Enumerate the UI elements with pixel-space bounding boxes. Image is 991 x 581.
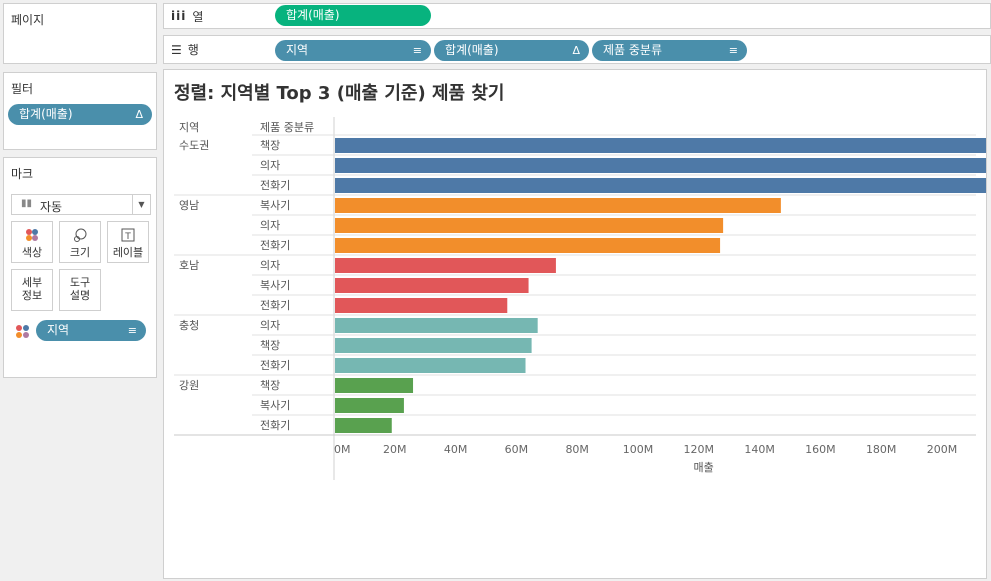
bar [335,318,538,333]
product-label: 의자 [260,259,280,272]
label-button[interactable]: T 레이블 [107,221,149,263]
size-icon [60,227,100,243]
rows-shelf-label: ☰ 행 [171,42,199,58]
bar [335,398,404,413]
color-palette-icon [12,227,52,243]
product-label: 책장 [260,379,280,392]
columns-shelf[interactable]: iii 열 합계(매출) [163,3,991,29]
color-button[interactable]: 색상 [11,221,53,263]
bar [335,238,721,253]
chevron-down-icon[interactable]: ▼ [132,195,150,214]
sort-ascending-icon: ≡ [412,44,422,57]
x-tick-label: 100M [623,443,654,456]
product-label: 전화기 [260,359,290,372]
bar [335,358,526,373]
product-label: 의자 [260,219,280,232]
region-label: 호남 [179,259,199,272]
x-tick-label: 120M [684,443,715,456]
x-axis-title: 매출 [693,461,713,474]
row-header-product: 제품 중분류 [260,121,314,134]
product-label: 의자 [260,319,280,332]
bar [335,158,986,173]
product-label: 전화기 [260,239,290,252]
region-label: 강원 [179,379,199,392]
x-tick-label: 200M [927,443,958,456]
pages-shelf[interactable]: 페이지 [3,3,157,64]
product-label: 책장 [260,139,280,152]
product-label: 복사기 [260,199,290,212]
svg-text:T: T [124,232,131,242]
view-title: 정렬: 지역별 Top 3 (매출 기준) 제품 찾기 [174,83,505,104]
mark-type-dropdown[interactable]: ▮▮ 자동 ▼ [11,194,151,215]
bar [335,298,508,313]
product-label: 복사기 [260,399,290,412]
row-header-region: 지역 [179,121,199,134]
bar [335,178,986,193]
color-legend-icon [14,323,32,342]
pages-shelf-title: 페이지 [11,13,45,27]
region-label: 충청 [179,319,199,332]
x-tick-label: 0M [334,443,351,456]
bar [335,218,724,233]
product-label: 전화기 [260,179,290,192]
rows-pill-product-category[interactable]: 제품 중분류 ≡ [592,40,747,61]
product-label: 전화기 [260,419,290,432]
region-label: 수도권 [179,139,209,152]
x-tick-label: 60M [505,443,529,456]
filters-shelf-title: 필터 [11,82,34,96]
tooltip-button[interactable]: 도구 설명 [59,269,101,311]
product-label: 책장 [260,339,280,352]
sort-ascending-icon: ≡ [127,324,137,337]
bar [335,198,781,213]
delta-icon: Δ [135,108,143,121]
x-tick-label: 80M [565,443,589,456]
rows-shelf[interactable]: ☰ 행 지역 ≡ 합계(매출) Δ 제품 중분류 ≡ [163,35,991,64]
product-label: 복사기 [260,279,290,292]
filter-pill-sum-sales[interactable]: 합계(매출) Δ [8,104,152,125]
columns-icon: iii [171,9,187,23]
bar [335,278,529,293]
region-label: 영남 [179,199,199,212]
columns-pill-sum-sales[interactable]: 합계(매출) [275,5,431,26]
rows-pill-region[interactable]: 지역 ≡ [275,40,431,61]
delta-icon: Δ [572,44,580,57]
view-canvas: 정렬: 지역별 Top 3 (매출 기준) 제품 찾기 지역 제품 중분류 수도권 책… [163,69,987,579]
x-tick-label: 180M [866,443,897,456]
bar [335,258,556,273]
size-button[interactable]: 크기 [59,221,101,263]
bar [335,418,392,433]
marks-color-pill-region[interactable]: 지역 ≡ [36,320,146,341]
x-tick-label: 140M [744,443,775,456]
filters-shelf[interactable]: 필터 합계(매출) Δ [3,72,157,150]
bar [335,378,414,393]
bar [335,338,532,353]
bar-chart-icon: ▮▮ [21,198,33,209]
detail-button[interactable]: 세부 정보 [11,269,53,311]
bar [335,138,986,153]
x-tick-label: 20M [383,443,407,456]
rows-icon: ☰ [171,42,182,57]
x-tick-label: 160M [805,443,836,456]
product-label: 전화기 [260,299,290,312]
marks-card: 마크 ▮▮ 자동 ▼ 색상 크기 T 레이블 세부 정보 도구 설명 지역 ≡ [3,157,157,378]
product-label: 의자 [260,159,280,172]
columns-shelf-label: iii 열 [171,9,204,24]
text-label-icon: T [108,227,148,243]
marks-card-title: 마크 [11,167,34,181]
x-tick-label: 40M [444,443,468,456]
rows-pill-sum-sales[interactable]: 합계(매출) Δ [434,40,589,61]
sort-descending-icon: ≡ [728,44,738,57]
